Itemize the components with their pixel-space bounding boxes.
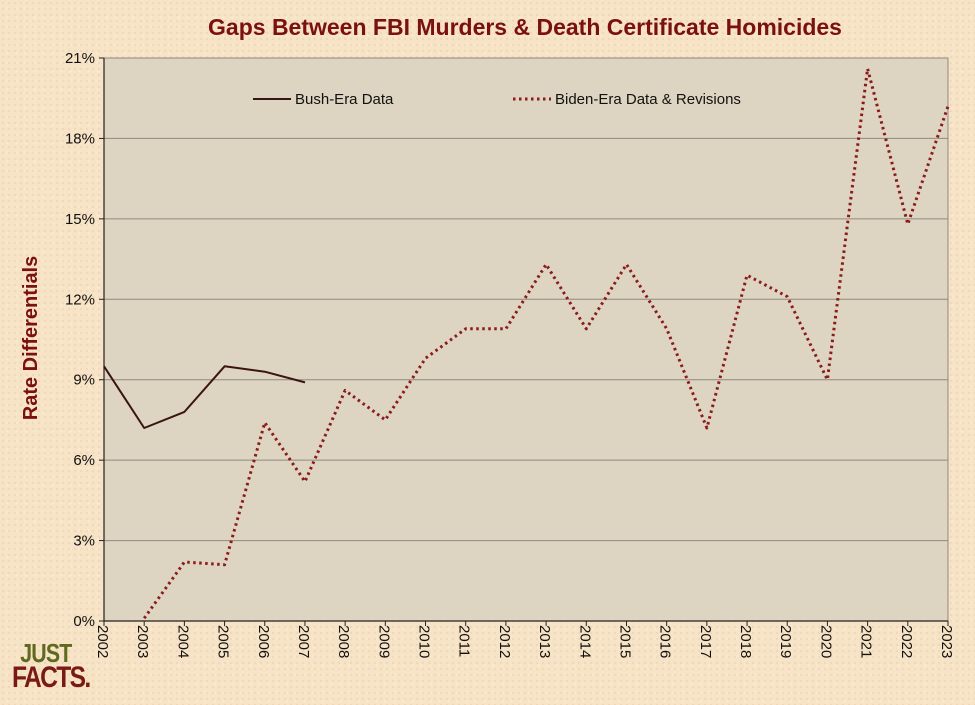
series-line-bush-era — [103, 365, 306, 429]
just-facts-logo: JUST FACTS. — [12, 640, 92, 700]
x-tick-label: 2011 — [456, 625, 473, 657]
x-tick-label: 2006 — [255, 625, 272, 658]
x-tick-label: 2007 — [295, 625, 312, 658]
x-tick-label: 2016 — [657, 625, 674, 658]
y-axis-ticks: 0% 3% 6% 9% 12% 15% 18% 21% — [65, 50, 104, 630]
x-tick-label: 2003 — [134, 625, 151, 658]
x-tick-label: 2021 — [858, 625, 875, 658]
y-tick-label: 3% — [73, 533, 95, 550]
chart-title: Gaps Between FBI Murders & Death Certifi… — [208, 14, 842, 40]
y-tick-label: 21% — [65, 50, 95, 67]
grid-lines — [104, 57, 948, 542]
y-tick-label: 6% — [73, 452, 95, 469]
x-tick-label: 2017 — [697, 625, 714, 658]
x-axis-ticks: 2002 2003 2004 2005 2006 2007 2008 2009 2010 2011… — [94, 621, 955, 658]
axes — [103, 58, 948, 622]
legend-label: Biden-Era Data & Revisions — [555, 91, 741, 108]
x-tick-label: 2010 — [416, 625, 433, 658]
x-tick-label: 2019 — [777, 625, 794, 658]
x-tick-label: 2015 — [616, 625, 633, 658]
x-tick-label: 2009 — [375, 625, 392, 658]
x-tick-label: 2004 — [174, 625, 191, 658]
x-tick-label: 2013 — [536, 625, 553, 658]
x-tick-label: 2002 — [94, 625, 111, 658]
series-lines — [103, 67, 950, 620]
legend-label: Bush-Era Data — [295, 91, 394, 108]
logo-line-just: JUST — [20, 638, 72, 668]
x-tick-label: 2022 — [898, 625, 915, 658]
y-tick-label: 15% — [65, 211, 95, 228]
y-tick-label: 0% — [73, 613, 95, 630]
plot-area — [103, 57, 949, 622]
logo-line-facts: FACTS. — [12, 661, 91, 694]
y-tick-label: 18% — [65, 130, 95, 147]
legend: Bush-Era Data Biden-Era Data & Revisions — [253, 91, 741, 108]
x-tick-label: 2014 — [576, 625, 593, 658]
y-tick-label: 9% — [73, 372, 95, 389]
x-tick-label: 2008 — [335, 625, 352, 658]
y-axis-label: Rate Differentials — [20, 256, 42, 421]
x-tick-label: 2018 — [737, 625, 754, 658]
x-tick-label: 2012 — [496, 625, 513, 658]
y-tick-label: 12% — [65, 291, 95, 308]
x-tick-label: 2023 — [938, 625, 955, 658]
x-tick-label: 2020 — [817, 625, 834, 658]
x-tick-label: 2005 — [215, 625, 232, 658]
